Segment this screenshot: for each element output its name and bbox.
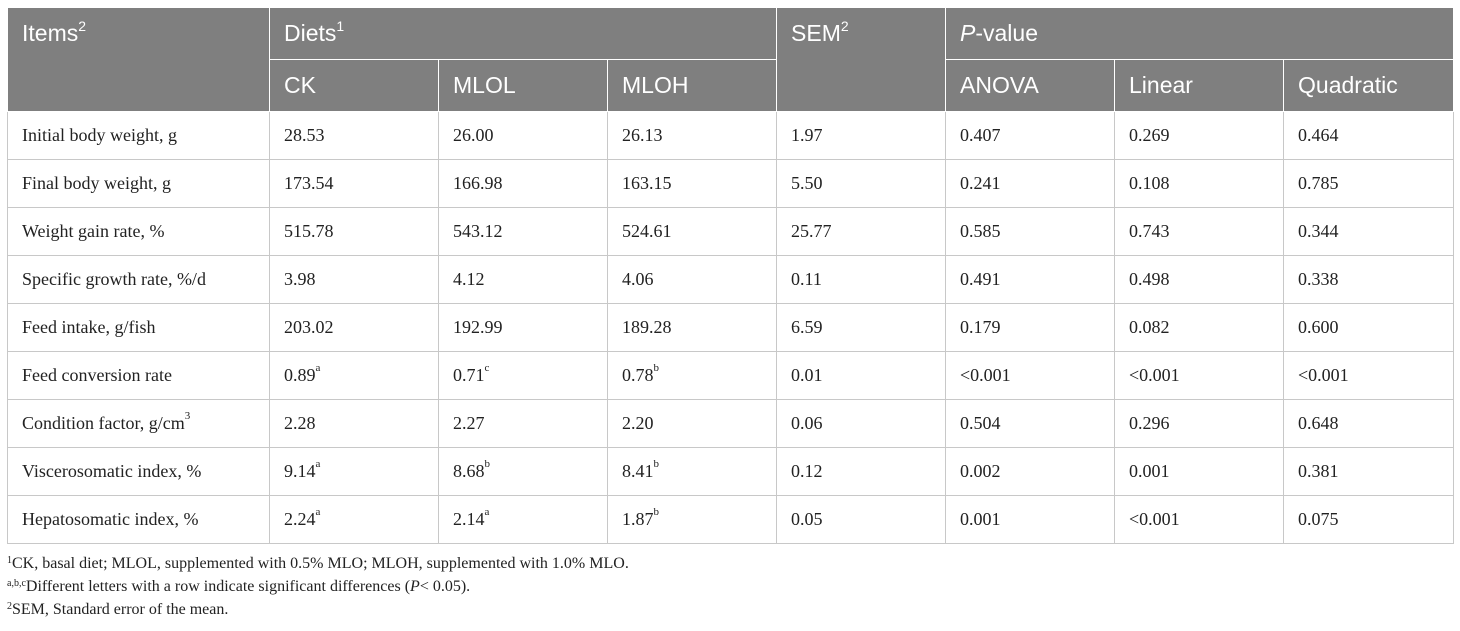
cell-mloh: 8.41b	[606, 447, 778, 496]
cell-sem: 6.59	[776, 303, 947, 352]
cell-mlol: 0.71c	[438, 351, 608, 400]
cell-linear: 0.082	[1114, 303, 1285, 352]
footnote-sem: 2SEM, Standard error of the mean.	[7, 601, 229, 618]
table-body: Initial body weight, g 28.53 26.00 26.13 1.9…	[7, 111, 1455, 544]
table-row: Weight gain rate, % 515.78 543.12 524.61 25.…	[7, 207, 1455, 256]
table-row: Viscerosomatic index, % 9.14a 8.68b 8.41b 0.…	[7, 447, 1455, 496]
cell-ck: 3.98	[269, 255, 439, 304]
header-anova: ANOVA	[945, 59, 1116, 112]
table-header: Items2 Diets1 SEM2 P-value CK MLOL MLOH …	[7, 7, 1455, 112]
cell-mlol: 2.14a	[438, 495, 608, 544]
cell-ck: 173.54	[269, 159, 439, 208]
cell-anova: 0.179	[945, 303, 1116, 352]
cell-mlol: 166.98	[438, 159, 608, 208]
row-item-label: Final body weight, g	[7, 159, 270, 208]
cell-mloh: 189.28	[606, 303, 778, 352]
cell-ck: 2.28	[269, 399, 439, 448]
cell-ck: 9.14a	[269, 447, 439, 496]
header-items: Items2	[7, 7, 270, 112]
cell-mlol: 26.00	[438, 111, 608, 160]
cell-sem: 0.05	[776, 495, 947, 544]
cell-sem: 0.06	[776, 399, 947, 448]
cell-mloh: 524.61	[606, 207, 778, 256]
cell-sem: 0.12	[776, 447, 947, 496]
cell-mloh: 26.13	[606, 111, 778, 160]
table-row: Final body weight, g 173.54 166.98 163.15 5.…	[7, 159, 1455, 208]
cell-linear: 0.296	[1114, 399, 1285, 448]
cell-quadratic: 0.648	[1283, 399, 1455, 448]
cell-linear: <0.001	[1114, 495, 1285, 544]
header-diets: Diets1	[268, 7, 778, 60]
header-mlol: MLOL	[438, 59, 608, 112]
table-row: Condition factor, g/cm3 2.28 2.27 2.20 0.06 0…	[7, 399, 1455, 448]
row-item-label: Feed conversion rate	[7, 351, 270, 400]
cell-linear: 0.001	[1114, 447, 1285, 496]
cell-anova: 0.407	[945, 111, 1116, 160]
cell-quadratic: 0.075	[1283, 495, 1455, 544]
cell-sem: 5.50	[776, 159, 947, 208]
table-row: Initial body weight, g 28.53 26.00 26.13 1.9…	[7, 111, 1455, 160]
cell-mlol: 2.27	[438, 399, 608, 448]
cell-anova: 0.504	[945, 399, 1116, 448]
cell-ck: 203.02	[269, 303, 439, 352]
footnote-letters: a,b,cDifferent letters with a row indica…	[7, 578, 471, 595]
cell-linear: 0.108	[1114, 159, 1285, 208]
cell-anova: <0.001	[945, 351, 1116, 400]
table-row: Hepatosomatic index, % 2.24a 2.14a 1.87b 0.0…	[7, 495, 1455, 544]
results-table: Items2 Diets1 SEM2 P-value CK MLOL MLOH …	[7, 7, 1455, 544]
cell-linear: <0.001	[1114, 351, 1285, 400]
cell-mloh: 4.06	[606, 255, 778, 304]
cell-ck: 0.89a	[269, 351, 439, 400]
header-sem: SEM2	[776, 7, 947, 112]
row-item-label: Weight gain rate, %	[7, 207, 270, 256]
cell-mloh: 163.15	[606, 159, 778, 208]
cell-quadratic: 0.600	[1283, 303, 1455, 352]
cell-linear: 0.269	[1114, 111, 1285, 160]
cell-mloh: 2.20	[606, 399, 778, 448]
row-item-label: Condition factor, g/cm3	[7, 399, 270, 448]
cell-mloh: 1.87b	[606, 495, 778, 544]
cell-quadratic: <0.001	[1283, 351, 1455, 400]
cell-mlol: 4.12	[438, 255, 608, 304]
cell-linear: 0.498	[1114, 255, 1285, 304]
table-row: Feed conversion rate 0.89a 0.71c 0.78b 0.01 <…	[7, 351, 1455, 400]
header-ck: CK	[269, 59, 439, 112]
cell-ck: 515.78	[269, 207, 439, 256]
footnote-diets: 1CK, basal diet; MLOL, supplemented with…	[7, 555, 629, 572]
cell-anova: 0.241	[945, 159, 1116, 208]
cell-sem: 25.77	[776, 207, 947, 256]
footnotes: 1CK, basal diet; MLOL, supplemented with…	[7, 552, 1453, 621]
cell-anova: 0.491	[945, 255, 1116, 304]
table-row: Feed intake, g/fish 203.02 192.99 189.28 6.5…	[7, 303, 1455, 352]
cell-quadratic: 0.785	[1283, 159, 1455, 208]
cell-quadratic: 0.344	[1283, 207, 1455, 256]
cell-mlol: 543.12	[438, 207, 608, 256]
table-row: Specific growth rate, %/d 3.98 4.12 4.06 0.1…	[7, 255, 1455, 304]
table-container: Items2 Diets1 SEM2 P-value CK MLOL MLOH …	[7, 7, 1455, 621]
row-item-label: Hepatosomatic index, %	[7, 495, 270, 544]
cell-quadratic: 0.381	[1283, 447, 1455, 496]
cell-sem: 0.11	[776, 255, 947, 304]
cell-anova: 0.585	[945, 207, 1116, 256]
row-item-label: Viscerosomatic index, %	[7, 447, 270, 496]
cell-mlol: 8.68b	[438, 447, 608, 496]
cell-linear: 0.743	[1114, 207, 1285, 256]
cell-ck: 2.24a	[269, 495, 439, 544]
cell-ck: 28.53	[269, 111, 439, 160]
cell-quadratic: 0.338	[1283, 255, 1455, 304]
row-item-label: Specific growth rate, %/d	[7, 255, 270, 304]
cell-sem: 0.01	[776, 351, 947, 400]
header-pvalue: P-value	[945, 7, 1455, 60]
cell-sem: 1.97	[776, 111, 947, 160]
header-quadratic: Quadratic	[1283, 59, 1455, 112]
header-linear: Linear	[1114, 59, 1285, 112]
cell-anova: 0.002	[945, 447, 1116, 496]
row-item-label: Initial body weight, g	[7, 111, 270, 160]
header-mloh: MLOH	[606, 59, 778, 112]
row-item-label: Feed intake, g/fish	[7, 303, 270, 352]
cell-anova: 0.001	[945, 495, 1116, 544]
cell-quadratic: 0.464	[1283, 111, 1455, 160]
cell-mloh: 0.78b	[606, 351, 778, 400]
cell-mlol: 192.99	[438, 303, 608, 352]
